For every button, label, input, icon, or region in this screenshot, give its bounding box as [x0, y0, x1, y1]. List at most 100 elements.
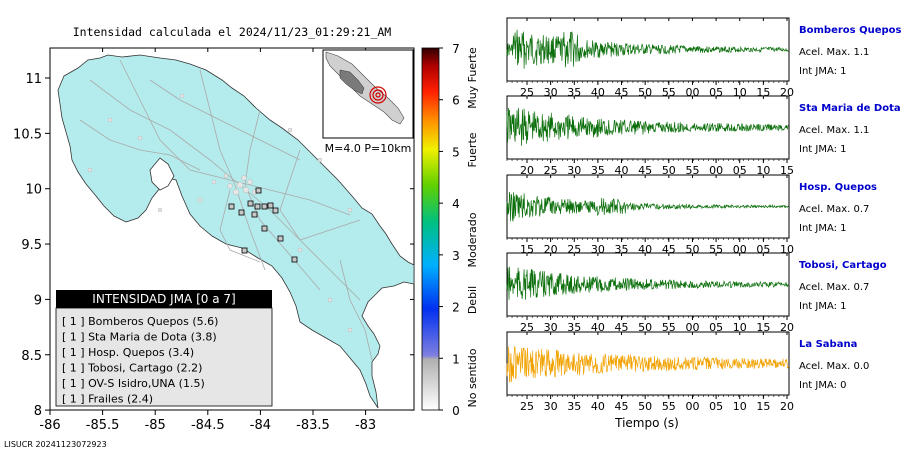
- seismogram-trace: [506, 346, 789, 383]
- lat-tick-label: 9: [34, 293, 42, 308]
- seismogram-panel: 20 25 30 35 40 45 50 55 00 05 10 15 Sta Maria de Dot…: [506, 95, 901, 177]
- time-tick-label: 45: [615, 321, 629, 334]
- station-name: Sta Maria de Dota: [799, 103, 901, 114]
- colorbar-tick-label: 4: [452, 197, 460, 211]
- colorbar-tick-label: 7: [452, 42, 460, 56]
- time-tick-label: 00: [685, 400, 699, 413]
- lon-tick-label: -85: [145, 418, 166, 433]
- time-tick-label: 55: [685, 164, 699, 177]
- map-title: Intensidad calculada el 2024/11/23_01:29…: [73, 25, 392, 39]
- colorbar-ticks: 7 6 5 4 3 2 1 0: [439, 42, 460, 418]
- time-tick-label: 00: [685, 321, 699, 334]
- jma-intensity-label: Int JMA: 1: [799, 301, 847, 312]
- time-tick-label: 00: [709, 164, 723, 177]
- time-tick-label: 40: [591, 321, 605, 334]
- accel-max-label: Acel. Max. 1.1: [799, 47, 869, 58]
- time-tick-label: 25: [520, 321, 534, 334]
- seismogram-panels: 25 30 35 40 45 50 55 00 05 10 15 20 Bomberos Quepos A…: [506, 17, 902, 413]
- station-dots: [87, 93, 353, 333]
- legend-item: [ 1 ] OV-S Isidro,UNA (1.5): [62, 377, 205, 390]
- epicenter-icon: [369, 86, 387, 104]
- colorbar-labels: Muy Fuerte Fuerte Moderado Debil No sentido: [466, 47, 479, 408]
- legend-item: [ 1 ] Tobosi, Cartago (2.2): [62, 362, 202, 375]
- accel-max-label: Acel. Max. 1.1: [799, 125, 869, 136]
- time-tick-label: 35: [567, 400, 581, 413]
- time-tick-label: 40: [615, 164, 629, 177]
- colorbar-tick-label: 0: [452, 404, 460, 418]
- intensity-category-label: Fuerte: [466, 132, 479, 167]
- lon-tick-label: -85.5: [86, 418, 120, 433]
- time-tick-label: 35: [567, 321, 581, 334]
- station-name: La Sabana: [799, 339, 857, 350]
- intensity-category-label: No sentido: [466, 348, 479, 407]
- lat-tick-label: 8: [34, 404, 42, 419]
- time-tick-label: 55: [662, 321, 676, 334]
- time-tick-label: 05: [733, 164, 747, 177]
- time-tick-label: 55: [662, 400, 676, 413]
- time-tick-label: 45: [638, 164, 652, 177]
- time-tick-label: 20: [780, 400, 794, 413]
- seismogram-trace: [506, 266, 789, 300]
- seismogram-panel: 25 30 35 40 45 50 55 00 05 10 15 20 Tobosi, Cartago A…: [506, 252, 887, 334]
- time-tick-label: 10: [733, 321, 747, 334]
- lat-axis: 11 10.5 10 9.5 9 8.5 8: [13, 72, 414, 419]
- time-tick-label: 25: [520, 400, 534, 413]
- time-tick-label: 40: [591, 400, 605, 413]
- colorbar-tick-label: 5: [452, 145, 460, 159]
- intensity-legend: INTENSIDAD JMA [0 a 7] [ 1 ] Bomberos Qu…: [55, 290, 273, 407]
- time-tick-label: 10: [733, 400, 747, 413]
- station-squares: [228, 187, 298, 263]
- legend-title: INTENSIDAD JMA [0 a 7]: [92, 292, 235, 306]
- station-name: Bomberos Quepos: [799, 25, 902, 36]
- time-tick-label: 45: [615, 400, 629, 413]
- colorbar: [421, 47, 440, 411]
- seismogram-trace: [506, 107, 789, 146]
- colorbar-tick-label: 6: [452, 94, 460, 108]
- legend-item: [ 1 ] Sta Maria de Dota (3.8): [62, 331, 217, 344]
- seismogram-trace: [506, 191, 789, 222]
- time-tick-label: 05: [709, 400, 723, 413]
- accel-max-label: Acel. Max. 0.7: [799, 204, 869, 215]
- lon-axis: -86 -85.5 -85 -84.5 -84 -83.5 -83: [39, 48, 376, 433]
- time-tick-label: 50: [638, 321, 652, 334]
- lon-tick-label: -83: [355, 418, 376, 433]
- time-tick-label: 20: [520, 164, 534, 177]
- lat-tick-label: 10: [25, 183, 42, 198]
- lat-tick-label: 10.5: [13, 127, 42, 142]
- lon-tick-label: -83.5: [296, 418, 330, 433]
- time-tick-label: 35: [591, 164, 605, 177]
- jma-intensity-label: Int JMA: 1: [799, 223, 847, 234]
- time-tick-label: 15: [780, 164, 794, 177]
- lon-tick-label: -84.5: [191, 418, 225, 433]
- station-name: Hosp. Quepos: [799, 182, 877, 193]
- intensity-category-label: Moderado: [466, 212, 479, 267]
- x-axis-label: Tiempo (s): [614, 416, 679, 430]
- time-tick-label: 05: [709, 321, 723, 334]
- lon-tick-label: -84: [250, 418, 271, 433]
- time-tick-label: 20: [780, 321, 794, 334]
- event-label: M=4.0 P=10km: [325, 142, 412, 155]
- footer-credit: LISUCR 20241123072923: [4, 440, 107, 449]
- time-tick-label: 15: [756, 400, 770, 413]
- seismogram-trace: [506, 29, 789, 69]
- legend-item: [ 1 ] Hosp. Quepos (3.4): [62, 346, 194, 359]
- jma-intensity-label: Int JMA: 1: [799, 144, 847, 155]
- time-tick-label: 50: [662, 164, 676, 177]
- time-tick-label: 10: [756, 164, 770, 177]
- intensity-category-label: Muy Fuerte: [466, 47, 479, 109]
- accel-max-label: Acel. Max. 0.7: [799, 282, 869, 293]
- lon-tick-label: -86: [39, 418, 60, 433]
- costa-rica-land: [57, 54, 415, 409]
- time-tick-label: 30: [567, 164, 581, 177]
- legend-item: [ 1 ] Bomberos Quepos (5.6): [62, 315, 218, 328]
- jma-intensity-label: Int JMA: 1: [799, 66, 847, 77]
- inset-map: [322, 49, 414, 139]
- station-name: Tobosi, Cartago: [799, 260, 887, 271]
- time-tick-label: 25: [544, 164, 558, 177]
- colorbar-tick-label: 3: [452, 249, 460, 263]
- colorbar-tick-label: 2: [452, 301, 460, 315]
- colorbar-tick-label: 1: [452, 352, 460, 366]
